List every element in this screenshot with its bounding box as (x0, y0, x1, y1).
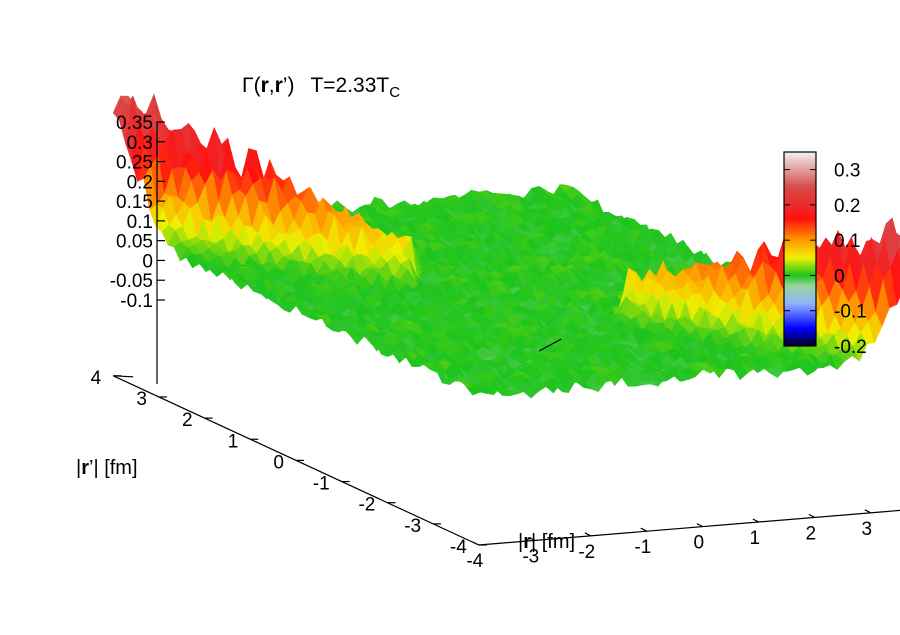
x-tick-mark (809, 514, 815, 517)
x-axis-label: |r| [fm] (518, 531, 575, 553)
y-axis-label: |r’| [fm] (76, 457, 138, 479)
y-tick-label: 1 (228, 431, 239, 452)
colorbar-tick-label: 0.3 (834, 161, 860, 182)
title-r1: r (261, 74, 269, 97)
x-tick-label: 2 (806, 523, 817, 544)
x-tick-mark (865, 510, 871, 513)
x-tick-label: -4 (466, 551, 483, 572)
x-axis-label-bold: r (523, 531, 531, 553)
y-tick-label: -3 (404, 516, 421, 537)
title-close: ’) (283, 74, 295, 97)
y-axis-label-bold: r (81, 457, 89, 479)
y-tick-label: -2 (358, 495, 375, 516)
title-r2: r (275, 74, 283, 97)
z-tick-label: 0.25 (116, 153, 153, 174)
colorbar-tick-label: -0.1 (834, 302, 867, 323)
title-temperature: T=2.33T (310, 74, 389, 97)
y-tick-label: 0 (273, 452, 284, 473)
colorbar-tick-label: 0 (834, 266, 845, 287)
x-tick-mark (641, 528, 647, 531)
x-tick-label: 0 (694, 533, 705, 554)
x-tick-label: 3 (862, 519, 873, 540)
y-axis-label-post: ’| [fm] (89, 457, 138, 479)
z-tick-label: 0.15 (116, 192, 153, 213)
colorbar-tick-label: -0.2 (834, 337, 867, 358)
z-tick-label: 0.35 (116, 113, 153, 134)
z-tick-label: 0.3 (127, 133, 153, 154)
z-tick-label: 0.05 (116, 232, 153, 253)
x-tick-mark (753, 519, 759, 522)
x-tick-mark (473, 542, 479, 545)
z-tick-label: -0.1 (120, 291, 153, 312)
colorbar-tick-label: 0.1 (834, 231, 860, 252)
colorbar-gradient (784, 152, 816, 346)
y-tick-label: 3 (136, 389, 147, 410)
surface-mesh (113, 95, 900, 398)
x-tick-label: -2 (578, 542, 595, 563)
x-tick-mark (697, 524, 703, 527)
y-tick-label: 4 (91, 368, 102, 389)
z-tick-label: -0.05 (110, 271, 153, 292)
chart-title: Γ(r,r’)T=2.33TC (242, 74, 400, 101)
y-tick-label: 2 (182, 410, 193, 431)
colorbar-tick-label: 0.2 (834, 196, 860, 217)
x-tick-label: 1 (750, 528, 761, 549)
z-tick-label: 0.2 (127, 172, 153, 193)
x-tick-label: -1 (634, 537, 651, 558)
y-tick-label: -4 (450, 537, 467, 558)
z-tick-label: 0.1 (127, 212, 153, 233)
y-tick-label: -1 (313, 474, 330, 495)
title-func: Γ( (242, 74, 261, 97)
z-tick-label: 0 (142, 251, 153, 272)
title-temperature-sub: C (389, 84, 400, 101)
x-tick-mark (585, 533, 591, 536)
x-axis-label-post: | [fm] (531, 531, 575, 553)
